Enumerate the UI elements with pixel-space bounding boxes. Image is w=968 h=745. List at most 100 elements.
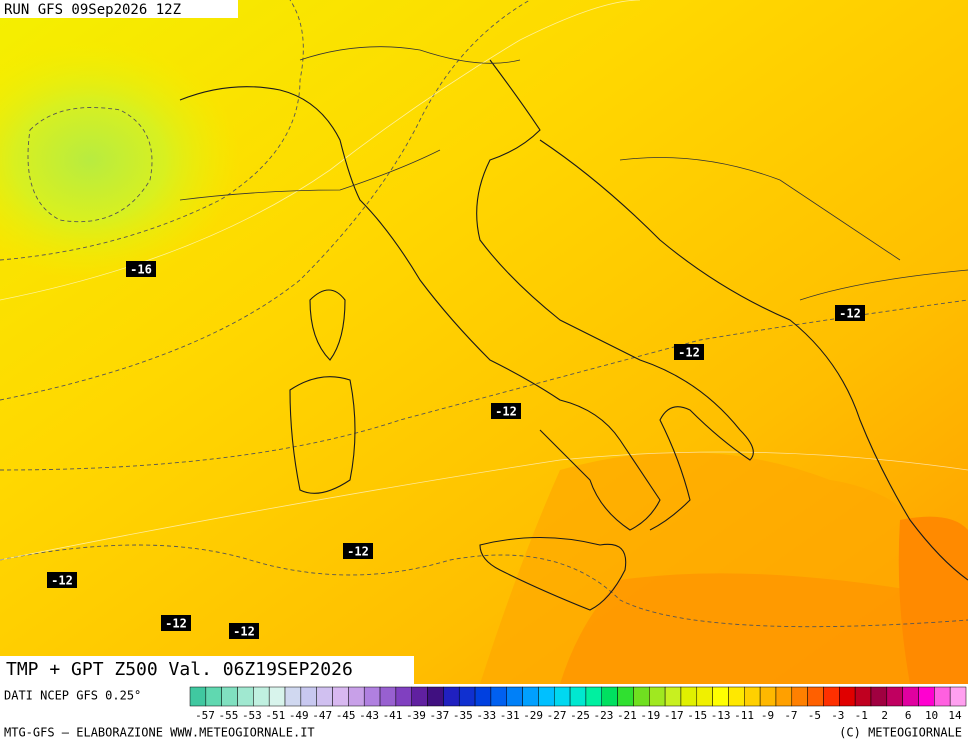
contour-label-box: [229, 623, 259, 639]
colorbar: -57 -55 -53 -51 -49 -47 -45 -43 -41 -39 -37 -35 -33-…: [189, 686, 967, 722]
colorbar-label: -55: [219, 709, 239, 722]
color-swatch: [189, 686, 207, 707]
color-swatch: [553, 686, 571, 707]
header-box: [0, 0, 238, 18]
colorbar-label: -41: [383, 709, 403, 722]
color-swatch: [443, 686, 460, 707]
contour-label: -12: [839, 307, 861, 321]
color-swatch: [458, 686, 476, 707]
contour-label-box: [835, 305, 865, 321]
color-swatch: [348, 686, 365, 707]
color-swatch: [332, 686, 349, 707]
color-swatch: [744, 686, 761, 707]
color-swatch: [854, 686, 872, 707]
color-swatch: [823, 686, 840, 707]
colorbar-label: -39: [406, 709, 426, 722]
colorbar-label: 10: [925, 709, 938, 722]
colorbar-label: -49: [289, 709, 309, 722]
run-label: RUN GFS 09Sep2026 12Z: [4, 2, 181, 18]
colorbar-label: -45: [336, 709, 356, 722]
color-swatch: [870, 686, 888, 707]
colorbar-label: -23: [594, 709, 614, 722]
color-swatch: [237, 686, 254, 707]
colorbar-label: -35: [453, 709, 473, 722]
colorbar-label: -29: [523, 709, 543, 722]
colorbar-label: -57: [195, 709, 215, 722]
colorbar-label: -51: [265, 709, 285, 722]
color-swatch: [474, 686, 492, 707]
contour-label-box: [343, 543, 373, 559]
color-swatch: [696, 686, 713, 707]
color-swatch: [253, 686, 270, 707]
colorbar-label: -9: [761, 709, 774, 722]
color-swatch: [791, 686, 808, 707]
title-box: [0, 656, 414, 684]
colorbar-label: -53: [242, 709, 262, 722]
colorbar-label: -47: [312, 709, 332, 722]
color-swatch: [284, 686, 302, 707]
colorbar-label: 14: [948, 709, 962, 722]
color-swatch: [807, 686, 824, 707]
colorbar-label: -25: [570, 709, 590, 722]
contour-label: -12: [347, 545, 369, 559]
color-swatch: [728, 686, 745, 707]
color-swatch: [712, 686, 729, 707]
colorbar-label: -11: [734, 709, 754, 722]
color-swatch: [221, 686, 238, 707]
map-area: [0, 0, 968, 684]
colorbar-label: 6: [905, 709, 912, 722]
color-swatch: [918, 686, 935, 707]
colorbar-label: -7: [784, 709, 797, 722]
color-swatch: [633, 686, 650, 707]
color-swatch: [664, 686, 682, 707]
color-swatch: [934, 686, 951, 707]
color-swatch: [379, 686, 397, 707]
color-swatch: [617, 686, 634, 707]
color-swatch: [759, 686, 777, 707]
contour-label-box: [47, 572, 77, 588]
colorbar-label: -17: [664, 709, 684, 722]
color-swatch: [949, 686, 967, 707]
color-swatch: [886, 686, 903, 707]
color-swatch: [649, 686, 666, 707]
colorbar-label: 2: [881, 709, 888, 722]
color-swatch: [268, 686, 286, 707]
colorbar-label: -13: [711, 709, 731, 722]
color-swatch: [316, 686, 333, 707]
colorbar-label: -31: [500, 709, 520, 722]
color-swatch: [775, 686, 793, 707]
color-swatch: [205, 686, 222, 707]
contour-label: -12: [51, 574, 73, 588]
colorbar-label: -15: [687, 709, 707, 722]
color-swatch: [411, 686, 428, 707]
credit-right: (C) METEOGIORNALE: [839, 726, 962, 740]
color-swatch: [506, 686, 523, 707]
colorbar-label: -5: [808, 709, 821, 722]
contour-label-box: [491, 403, 521, 419]
contour-label-box: [161, 615, 191, 631]
contour-label-box: [674, 344, 704, 360]
color-swatch: [538, 686, 555, 707]
color-swatch: [427, 686, 444, 707]
colorbar-label: -27: [547, 709, 567, 722]
color-swatch: [839, 686, 856, 707]
color-swatch: [522, 686, 539, 707]
contour-labels: -16 -12 -12 -12 -12 -12 -12 -12: [47, 261, 865, 639]
color-swatch: [569, 686, 587, 707]
contour-label: -12: [495, 405, 517, 419]
color-swatch: [902, 686, 919, 707]
color-swatch: [395, 686, 412, 707]
color-swatch: [490, 686, 507, 707]
contour-label-box: [126, 261, 156, 277]
credit-left: MTG-GFS — ELABORAZIONE WWW.METEOGIORNALE…: [4, 726, 315, 740]
color-swatch: [363, 686, 381, 707]
color-swatch: [585, 686, 603, 707]
map-title: TMP + GPT Z500 Val. 06Z19SEP2026: [6, 659, 353, 680]
color-swatch: [601, 686, 618, 707]
contour-label: -12: [165, 617, 187, 631]
colorbar-label: -43: [359, 709, 379, 722]
colorbar-label: -1: [855, 709, 868, 722]
colorbar-label: -37: [429, 709, 449, 722]
colorbar-label: -21: [617, 709, 637, 722]
